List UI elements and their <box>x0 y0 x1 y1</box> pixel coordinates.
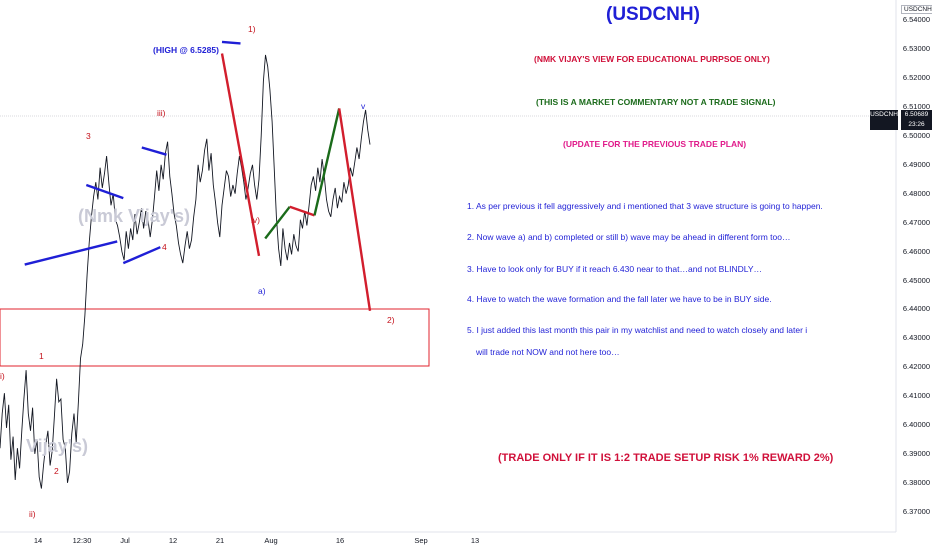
price-tick-label: 6.50000 <box>902 130 930 140</box>
time-tick-label: Aug <box>264 536 278 545</box>
wave-trendline-7 <box>264 205 291 240</box>
time-tick-label: 12 <box>168 536 178 545</box>
price-line <box>0 54 371 489</box>
point-1: 1. As per previous it fell aggressively … <box>467 201 823 211</box>
price-tick-label: 6.41000 <box>902 391 930 401</box>
wave-trendline-2 <box>24 240 118 266</box>
time-tick-label: 21 <box>215 536 225 545</box>
current-price-tag: 6.50689 23:26 <box>901 110 932 130</box>
time-tick-label: Sep <box>414 536 428 545</box>
price-tick-label: 6.43000 <box>902 333 930 343</box>
update-note: (UPDATE FOR THE PREVIOUS TRADE PLAN) <box>563 139 747 149</box>
commentary-note: (THIS IS A MARKET COMMENTARY NOT A TRADE… <box>536 97 776 107</box>
wave-label-a: a) <box>258 286 266 296</box>
point-4: 4. Have to watch the wave formation and … <box>467 294 772 304</box>
price-tick-label: 6.51000 <box>902 102 930 111</box>
wave-label-2: 2 <box>54 466 59 476</box>
point-5-continued: will trade not NOW and not here too… <box>476 347 620 357</box>
wave-label-iv: iv) <box>251 215 260 225</box>
symbol-badge: USDCNH <box>901 5 932 14</box>
wave-label-v: v <box>361 101 366 111</box>
price-tick-label: 6.39000 <box>902 448 930 458</box>
time-tick-label: 13 <box>470 536 480 545</box>
wave-trendline-1 <box>85 183 124 200</box>
time-tick-label: 14 <box>33 536 43 545</box>
wave-label-iii: iii) <box>157 108 166 118</box>
wave-trendline-10 <box>338 108 372 311</box>
point-3: 3. Have to look only for BUY if it reach… <box>467 264 762 274</box>
wave-trendline-6 <box>220 53 261 257</box>
price-tick-label: 6.48000 <box>902 188 930 198</box>
price-tick-label: 6.52000 <box>902 73 930 83</box>
price-tick-label: 6.53000 <box>902 44 930 54</box>
wave-label-1: 1 <box>39 351 44 361</box>
wave-label-i: i) <box>0 371 5 381</box>
wave-label-1-paren: 1) <box>248 24 256 34</box>
price-tick-label: 6.46000 <box>902 246 930 256</box>
time-tick-label: 16 <box>335 536 345 545</box>
wave-label-2-paren: 2) <box>387 315 395 325</box>
wave-trendline-4 <box>122 246 161 265</box>
view-note: (NMK VIJAY'S VIEW FOR EDUCATIONAL PURPSO… <box>534 54 770 64</box>
wave-label-ii: ii) <box>29 509 36 519</box>
high-annotation: (HIGH @ 6.5285) <box>153 45 219 55</box>
price-tick-label: 6.37000 <box>902 506 930 516</box>
price-tick-label: 6.42000 <box>902 362 930 372</box>
symbol-price-label: USDCNH <box>870 110 898 130</box>
price-tick-label: 6.54000 <box>902 15 930 25</box>
time-tick-label: 12:30 <box>72 536 92 545</box>
price-series <box>0 54 371 489</box>
wave-label-3: 3 <box>86 131 91 141</box>
price-tick-label: 6.44000 <box>902 304 930 314</box>
wave-drawings <box>24 40 372 311</box>
wave-trendline-5 <box>221 40 241 45</box>
buy-zone-box <box>0 308 430 367</box>
wave-label-4: 4 <box>162 242 167 252</box>
price-tick-label: 6.45000 <box>902 275 930 285</box>
price-tick-label: 6.40000 <box>902 420 930 429</box>
watermark-secondary: Vijay's) <box>26 436 88 456</box>
watermark-main: (Nmk Vijay's) <box>78 206 190 226</box>
point-5: 5. I just added this last month this pai… <box>467 325 808 335</box>
price-tick-label: 6.47000 <box>902 217 930 227</box>
price-tick-label: 6.38000 <box>902 477 930 487</box>
time-tick-label: Jul <box>120 536 130 545</box>
wave-trendline-3 <box>141 146 167 156</box>
wave-trendline-8 <box>289 205 315 217</box>
wave-trendline-9 <box>313 108 341 216</box>
trade-rule-note: (TRADE ONLY IF IT IS 1:2 TRADE SETUP RIS… <box>498 452 834 464</box>
price-tick-label: 6.49000 <box>902 159 930 169</box>
chart-title: (USDCNH) <box>606 4 700 25</box>
point-2: 2. Now wave a) and b) completed or still… <box>467 232 791 242</box>
